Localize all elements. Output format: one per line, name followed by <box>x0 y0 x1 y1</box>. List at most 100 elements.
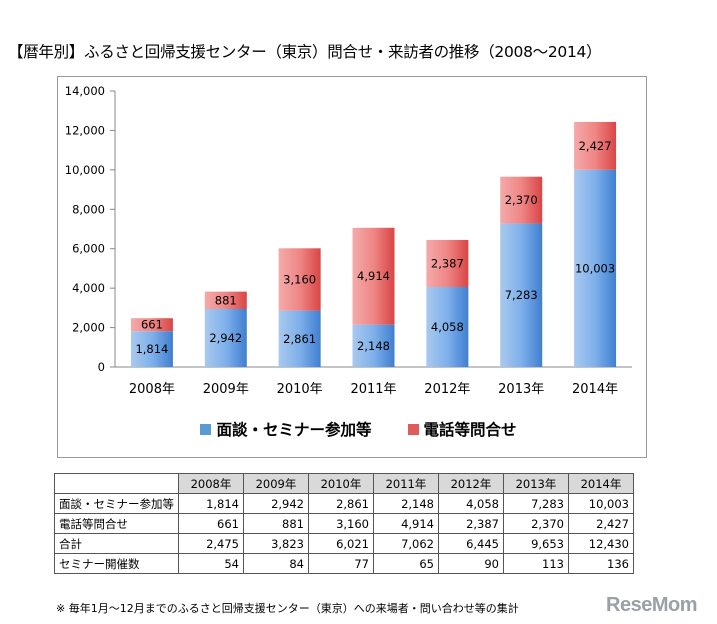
table-cell: 2,942 <box>243 493 309 514</box>
bar-segment-red <box>204 291 247 310</box>
table-row: 電話等問合せ 661 881 3,160 4,914 2,387 2,370 2,427 <box>54 513 634 534</box>
table-cell: 113 <box>503 553 569 574</box>
chart-legend: 面談・セミナー参加等 電話等問合せ <box>0 418 717 440</box>
table-cell: 6,445 <box>438 533 504 554</box>
table-cell: 136 <box>568 553 634 574</box>
legend-label: 面談・セミナー参加等 <box>216 421 372 439</box>
data-label: 881 <box>215 293 237 307</box>
x-tick-label: 2011年 <box>350 382 396 397</box>
y-tick-label: 4,000 <box>72 281 105 295</box>
table-corner-cell <box>54 473 179 494</box>
table-cell: 3,823 <box>243 533 309 554</box>
bar-segment-red <box>574 121 617 170</box>
table-cell: 661 <box>178 513 244 534</box>
table-header-row: 2008年 2009年 2010年 2011年 2012年 2013年 2014年 <box>54 473 634 494</box>
table-cell: 2,148 <box>373 493 439 514</box>
table-cell: 54 <box>178 553 244 574</box>
data-label: 2,387 <box>431 256 464 270</box>
table-header-cell: 2011年 <box>373 473 439 494</box>
table-cell: 90 <box>438 553 504 574</box>
data-label: 4,914 <box>357 269 390 283</box>
table-cell: 7,283 <box>503 493 569 514</box>
table-row-label: セミナー開催数 <box>54 553 179 574</box>
table-cell: 2,475 <box>178 533 244 554</box>
table-header-cell: 2008年 <box>178 473 244 494</box>
bar-segment-blue <box>500 223 543 367</box>
data-label: 2,427 <box>579 139 612 153</box>
data-label: 3,160 <box>283 272 316 286</box>
legend-swatch <box>200 424 212 435</box>
table-row: 合計 2,475 3,823 6,021 7,062 6,445 9,653 12,430 <box>54 533 634 554</box>
table-cell: 2,427 <box>568 513 634 534</box>
bar-segment-blue <box>352 324 395 367</box>
data-label: 2,861 <box>283 332 316 346</box>
y-tick-label: 8,000 <box>72 202 105 216</box>
table-cell: 77 <box>308 553 374 574</box>
data-label: 2,942 <box>209 331 242 345</box>
table-row-label: 面談・セミナー参加等 <box>54 493 179 514</box>
data-label: 10,003 <box>575 261 615 275</box>
data-label: 2,148 <box>357 339 390 353</box>
table-row-label: 合計 <box>54 533 179 554</box>
table-header-cell: 2014年 <box>568 473 634 494</box>
table-cell: 10,003 <box>568 493 634 514</box>
table-cell: 7,062 <box>373 533 439 554</box>
table-row: セミナー開催数 54 84 77 65 90 113 136 <box>54 553 634 574</box>
table-cell: 12,430 <box>568 533 634 554</box>
table-header-cell: 2013年 <box>503 473 569 494</box>
bar-segment-blue <box>574 169 617 367</box>
data-table: 2008年 2009年 2010年 2011年 2012年 2013年 2014年 面談・セ… <box>54 473 634 574</box>
data-label: 661 <box>141 318 163 332</box>
data-label: 2,370 <box>505 193 538 207</box>
y-tick-label: 10,000 <box>65 163 105 177</box>
table-header-cell: 2012年 <box>438 473 504 494</box>
x-tick-label: 2010年 <box>277 382 323 397</box>
chart-frame <box>57 76 647 458</box>
footnote: ※ 毎年1月～12月までのふるさと回帰支援センター（東京）への来場者・問い合わせ… <box>56 602 519 615</box>
x-tick-label: 2014年 <box>572 382 618 397</box>
table-cell: 9,653 <box>503 533 569 554</box>
table-cell: 3,160 <box>308 513 374 534</box>
bar-segment-red <box>278 248 321 311</box>
table-row-label: 電話等問合せ <box>54 513 179 534</box>
table-cell: 2,861 <box>308 493 374 514</box>
bar-segment-blue <box>130 331 173 367</box>
data-label: 7,283 <box>505 288 538 302</box>
table-cell: 2,370 <box>503 513 569 534</box>
bar-segment-blue <box>426 286 469 367</box>
legend-item: 面談・セミナー参加等 <box>200 418 372 440</box>
table-cell: 4,058 <box>438 493 504 514</box>
bar-segment-red <box>500 176 543 224</box>
table-cell: 881 <box>243 513 309 534</box>
resemom-logo[interactable]: ReseMom <box>606 594 697 616</box>
table-cell: 84 <box>243 553 309 574</box>
table-cell: 4,914 <box>373 513 439 534</box>
table-header-cell: 2010年 <box>308 473 374 494</box>
bar-segment-red <box>352 227 395 325</box>
table-row: 面談・セミナー参加等 1,814 2,942 2,861 2,148 4,058 7,283… <box>54 493 634 514</box>
bar-segment-blue <box>278 310 321 367</box>
y-tick-label: 12,000 <box>65 123 105 137</box>
x-tick-label: 2012年 <box>424 382 470 397</box>
stacked-bar-chart: 0 2,000 4,000 6,000 8,000 10,000 12,000 14,000 2… <box>65 84 632 397</box>
data-label: 4,058 <box>431 320 464 334</box>
bar-segment-blue <box>204 309 247 367</box>
x-tick-label: 2008年 <box>129 382 175 397</box>
y-tick-label: 2,000 <box>72 321 105 335</box>
table-cell: 6,021 <box>308 533 374 554</box>
y-tick-label: 14,000 <box>65 84 105 98</box>
bar-segment-red <box>426 239 469 287</box>
legend-swatch <box>407 424 419 435</box>
table-header-cell: 2009年 <box>243 473 309 494</box>
table-cell: 1,814 <box>178 493 244 514</box>
bar-segment-red <box>130 318 173 332</box>
x-tick-label: 2013年 <box>498 382 544 397</box>
chart-title: 【暦年別】ふるさと回帰支援センター（東京）問合せ・来訪者の推移（2008～201… <box>8 43 602 61</box>
table-cell: 65 <box>373 553 439 574</box>
y-tick-label: 0 <box>98 360 105 374</box>
legend-label: 電話等問合せ <box>423 421 517 439</box>
data-label: 1,814 <box>135 342 168 356</box>
y-tick-label: 6,000 <box>72 242 105 256</box>
table-cell: 2,387 <box>438 513 504 534</box>
x-tick-label: 2009年 <box>203 382 249 397</box>
